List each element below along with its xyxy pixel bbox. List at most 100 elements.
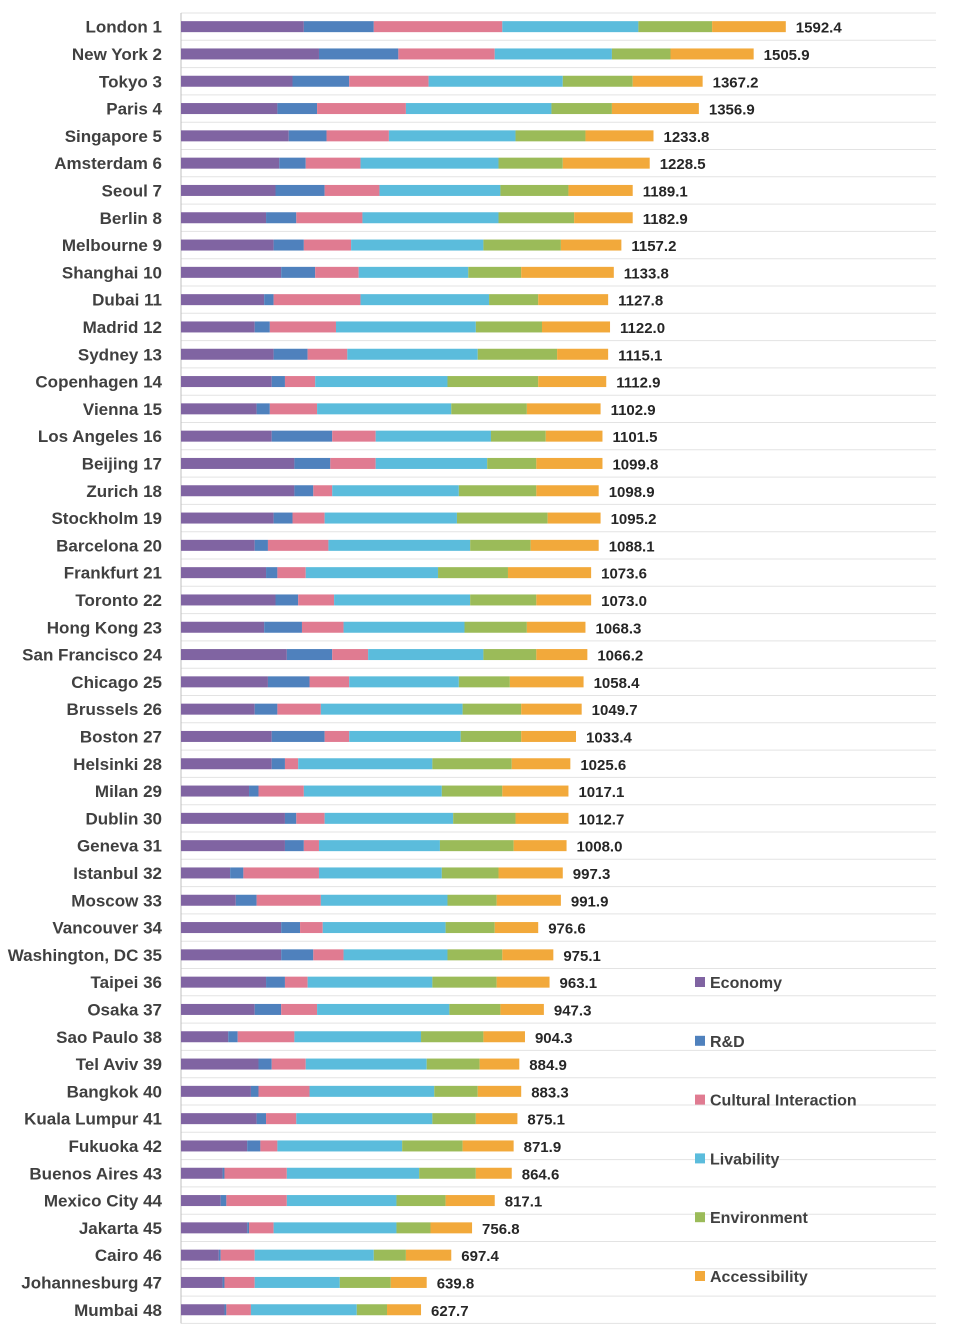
bar-segment-accessibility <box>562 157 650 169</box>
bar-segment-cultural-interaction <box>277 567 306 579</box>
bar-segment-environment <box>456 512 548 524</box>
bar-segment-economy <box>181 403 257 415</box>
bar-segment-livability <box>328 539 471 551</box>
bar-segment-accessibility <box>521 730 577 742</box>
bar-segment-accessibility <box>536 457 603 469</box>
bar-segment-environment <box>470 594 537 606</box>
category-label: Melbourne 9 <box>62 236 162 255</box>
legend-swatch <box>695 1271 705 1281</box>
bar-segment-economy <box>181 867 231 879</box>
bar-segment-environment <box>447 894 497 906</box>
category-label: Toronto 22 <box>75 591 162 610</box>
total-value-label: 1127.8 <box>618 293 663 310</box>
total-value-label: 639.8 <box>437 1275 475 1292</box>
bar-segment-environment <box>421 1031 484 1043</box>
category-label: Tokyo 3 <box>99 72 162 91</box>
bar-segment-r-d <box>318 48 399 60</box>
bar-segment-livability <box>317 403 452 415</box>
bar-segment-economy <box>181 1304 225 1316</box>
bar-segment-economy <box>181 485 295 497</box>
bar-segment-accessibility <box>502 785 569 797</box>
bar-segment-r-d <box>256 1113 267 1125</box>
bar-segment-r-d <box>275 184 325 196</box>
bar-segment-economy <box>181 266 282 278</box>
bar-segment-r-d <box>271 758 285 770</box>
bar-segment-economy <box>181 539 255 551</box>
bar-segment-cultural-interaction <box>313 485 333 497</box>
bar-segment-livability <box>273 1222 397 1234</box>
bar-segment-environment <box>439 840 514 852</box>
bar-segment-r-d <box>281 949 314 961</box>
bar-segment-economy <box>181 1249 219 1261</box>
bar-segment-livability <box>360 294 490 306</box>
category-label: Taipei 36 <box>91 973 163 992</box>
bar-segment-livability <box>277 1140 403 1152</box>
bar-segment-environment <box>432 1113 476 1125</box>
bar-segment-environment <box>489 294 539 306</box>
bar-segment-r-d <box>254 703 278 715</box>
bar-segment-accessibility <box>515 812 569 824</box>
bar-segment-cultural-interaction <box>269 403 318 415</box>
bar-segment-cultural-interaction <box>330 457 376 469</box>
category-label: Osaka 37 <box>87 1000 162 1019</box>
bar-segment-r-d <box>256 403 270 415</box>
bar-segment-cultural-interaction <box>309 676 350 688</box>
bar-segment-environment <box>438 567 508 579</box>
bar-segment-livability <box>305 1058 427 1070</box>
bar-segment-livability <box>320 894 448 906</box>
bar-segment-livability <box>286 1195 397 1207</box>
bar-segment-accessibility <box>477 1085 522 1097</box>
total-value-label: 1066.2 <box>597 648 643 665</box>
bar-segment-economy <box>181 922 282 934</box>
category-label: Berlin 8 <box>100 209 162 228</box>
total-value-label: 1012.7 <box>578 811 624 828</box>
bar-segment-r-d <box>266 212 297 224</box>
bar-segment-cultural-interaction <box>269 321 336 333</box>
bar-segment-accessibility <box>526 403 601 415</box>
bar-segment-r-d <box>273 239 304 251</box>
bar-segment-livability <box>250 1304 357 1316</box>
category-label: Dublin 30 <box>85 809 162 828</box>
bar-segment-economy <box>181 430 272 442</box>
bar-segment-accessibility <box>536 485 599 497</box>
bar-segment-r-d <box>224 1304 227 1316</box>
category-label: Jakarta 45 <box>79 1219 162 1238</box>
bar-segment-accessibility <box>445 1195 495 1207</box>
bar-segment-r-d <box>230 867 244 879</box>
bar-segment-economy <box>181 676 268 688</box>
bar-segment-economy <box>181 294 265 306</box>
bar-segment-livability <box>375 430 491 442</box>
bar-segment-r-d <box>279 157 306 169</box>
bar-segment-livability <box>360 157 499 169</box>
total-value-label: 1099.8 <box>612 456 658 473</box>
bar-segment-cultural-interaction <box>226 1195 287 1207</box>
bar-segment-economy <box>181 812 285 824</box>
bar-segment-environment <box>441 785 503 797</box>
bar-segment-livability <box>347 348 478 360</box>
total-value-label: 1095.2 <box>611 511 657 528</box>
bar-segment-economy <box>181 239 274 251</box>
bar-segment-accessibility <box>502 949 554 961</box>
bar-segment-accessibility <box>500 1003 544 1015</box>
bar-segment-cultural-interaction <box>260 1140 278 1152</box>
bar-segment-cultural-interaction <box>324 184 380 196</box>
category-label: Shanghai 10 <box>62 263 162 282</box>
total-value-label: 1228.5 <box>660 156 706 173</box>
bar-segment-r-d <box>284 840 304 852</box>
bar-segment-r-d <box>294 457 331 469</box>
bar-segment-economy <box>181 48 319 60</box>
category-label: Kuala Lumpur 41 <box>24 1110 162 1129</box>
category-label: Amsterdam 6 <box>54 154 162 173</box>
bar-segment-r-d <box>247 1140 261 1152</box>
bar-segment-economy <box>181 75 293 87</box>
bar-segment-r-d <box>303 21 374 33</box>
category-label: Sao Paulo 38 <box>56 1028 162 1047</box>
category-label: Singapore 5 <box>65 127 162 146</box>
bar-segment-accessibility <box>496 976 550 988</box>
category-label: Geneva 31 <box>77 837 162 856</box>
bar-segment-accessibility <box>513 840 567 852</box>
category-label: Seoul 7 <box>102 181 162 200</box>
bar-segment-r-d <box>271 730 325 742</box>
bar-segment-cultural-interaction <box>273 294 361 306</box>
bar-segment-livability <box>318 867 442 879</box>
